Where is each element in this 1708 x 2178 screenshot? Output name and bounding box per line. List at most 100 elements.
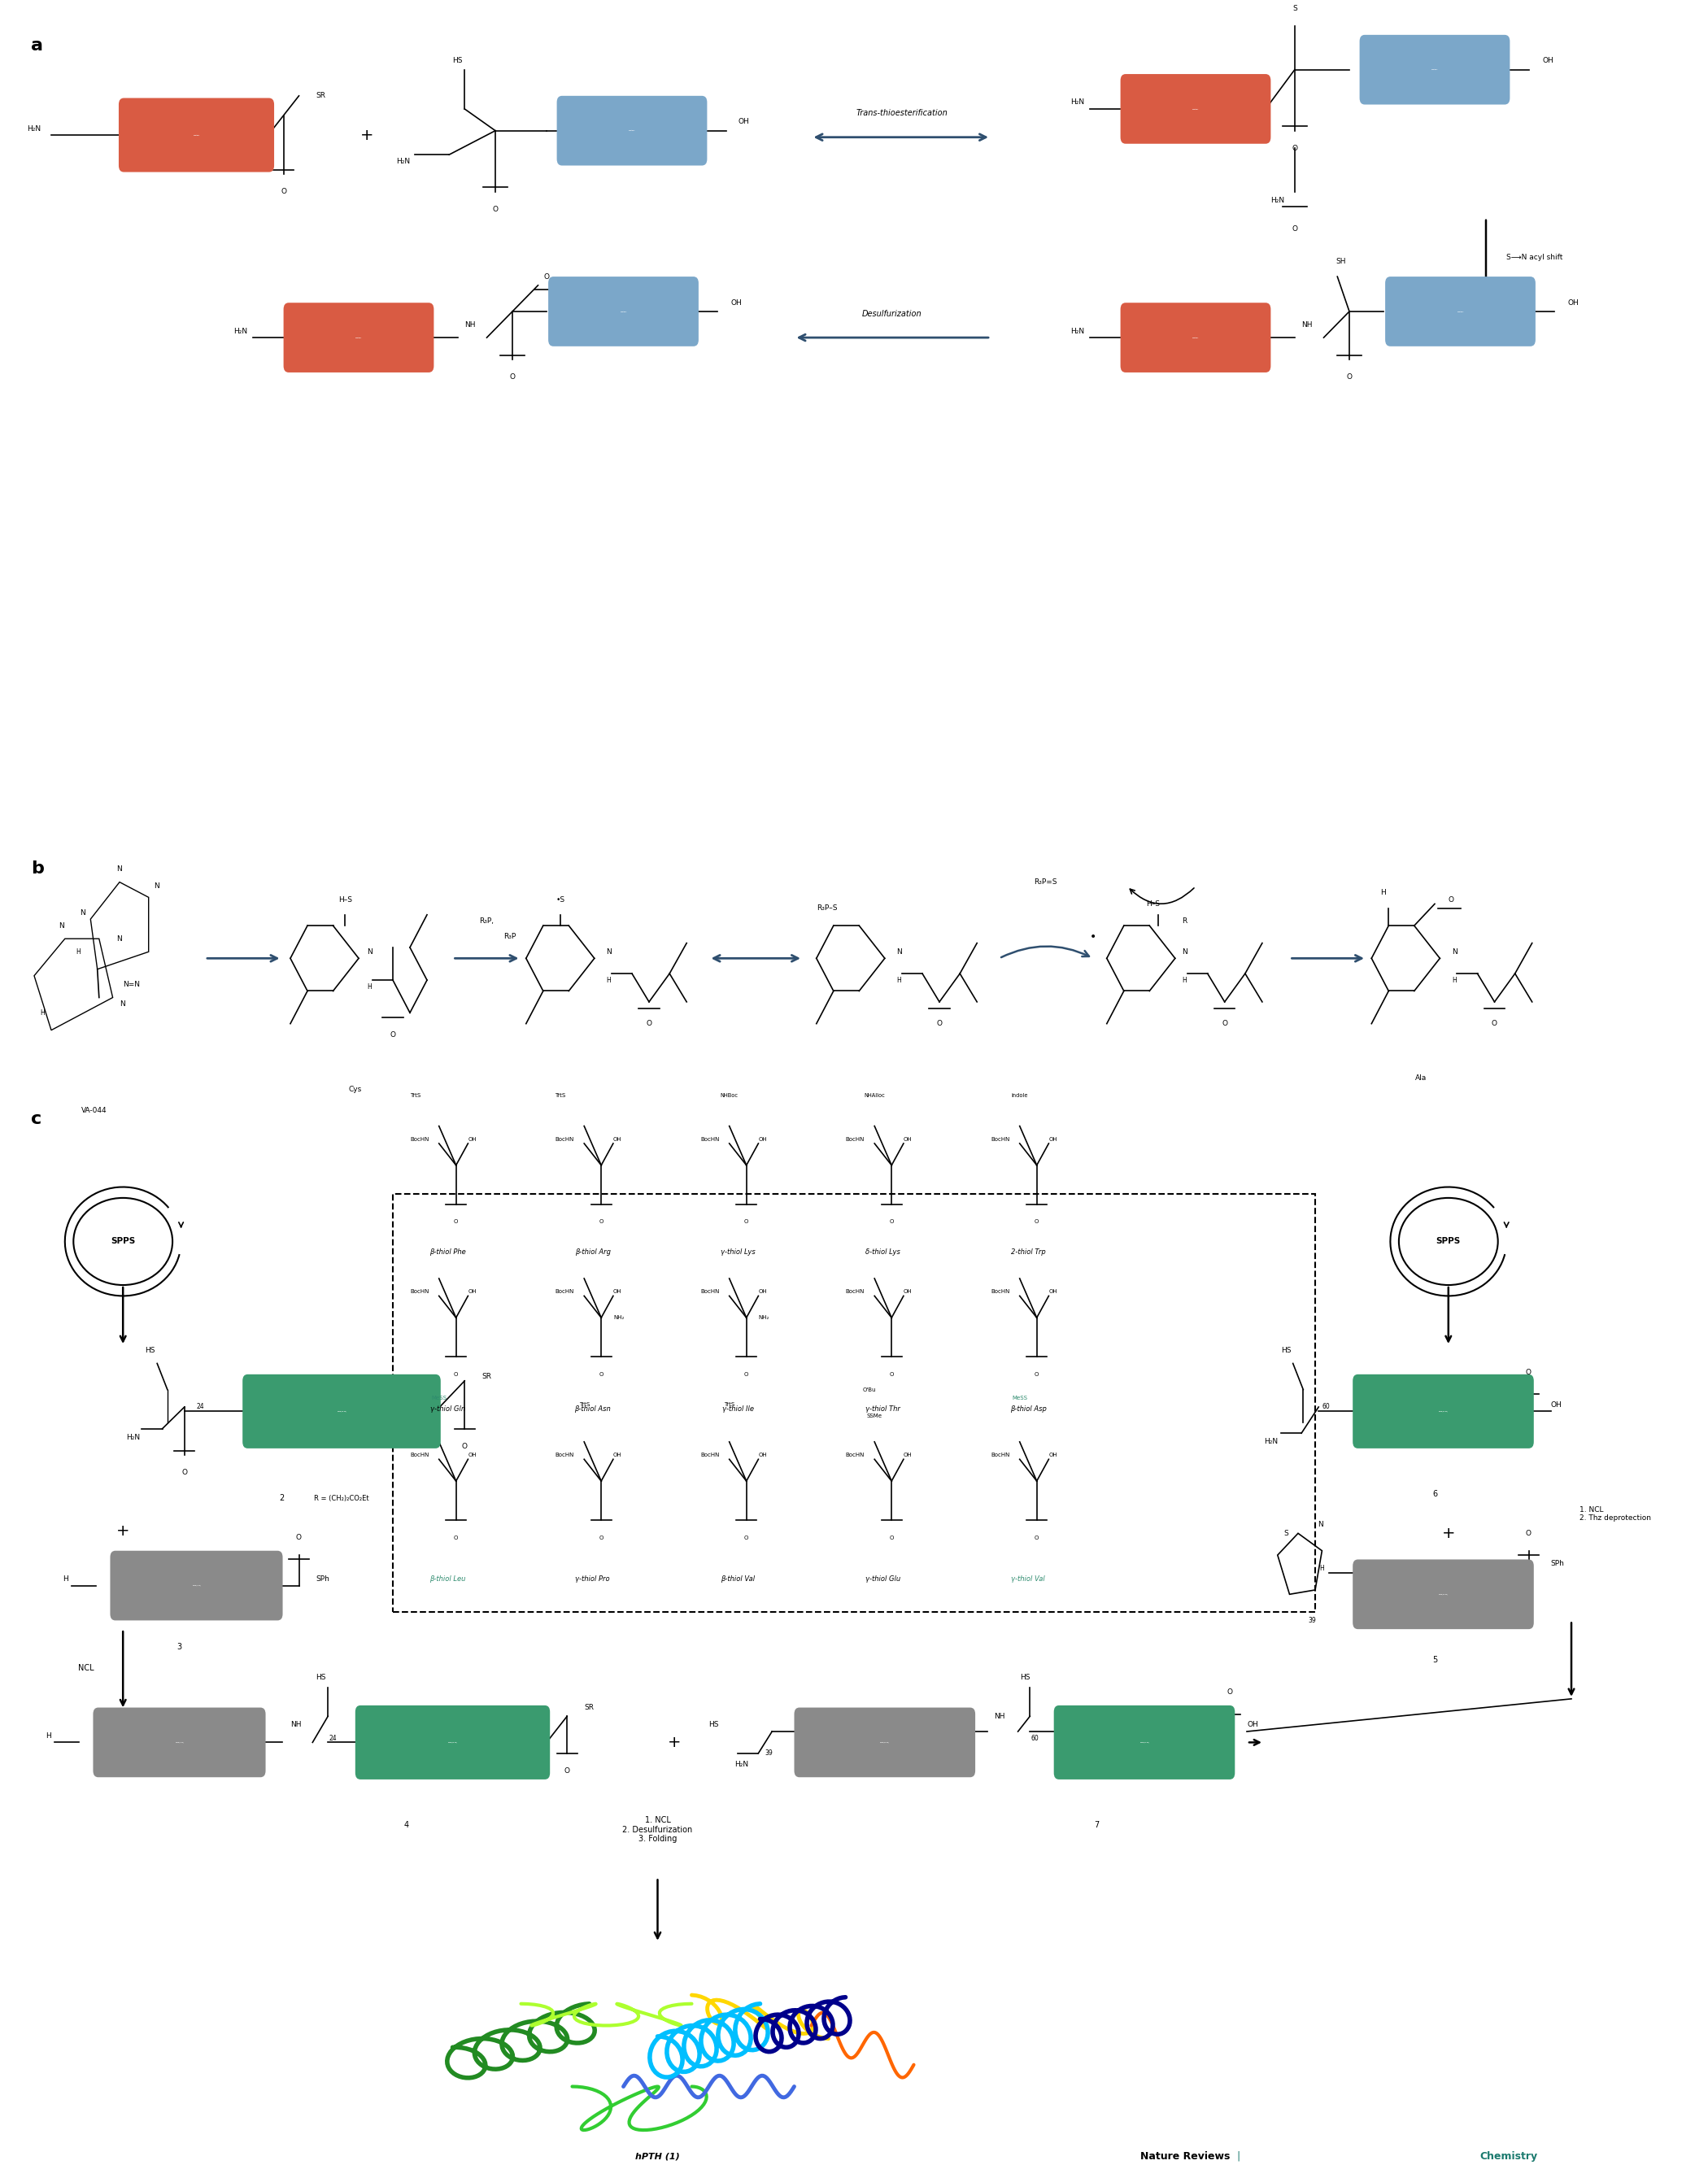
FancyBboxPatch shape <box>1385 277 1535 346</box>
Text: β-thiol Val: β-thiol Val <box>721 1575 755 1583</box>
Text: SPh: SPh <box>1551 1559 1565 1568</box>
Text: γ-thiol Ile: γ-thiol Ile <box>722 1405 753 1414</box>
FancyBboxPatch shape <box>1353 1374 1534 1448</box>
Text: O: O <box>646 1019 652 1028</box>
Text: H: H <box>897 976 902 984</box>
Text: O: O <box>492 205 499 213</box>
Text: OH: OH <box>613 1453 622 1457</box>
Text: 60: 60 <box>1032 1734 1038 1742</box>
FancyBboxPatch shape <box>92 1708 266 1777</box>
Text: 24: 24 <box>330 1734 336 1742</box>
Text: H: H <box>1380 889 1387 897</box>
Text: δ-thiol Lys: δ-thiol Lys <box>866 1248 900 1257</box>
Text: BocHN: BocHN <box>555 1289 574 1294</box>
Text: •S: •S <box>555 895 565 904</box>
Text: HS: HS <box>709 1721 719 1729</box>
Text: γ-thiol Val: γ-thiol Val <box>1011 1575 1045 1583</box>
Text: O: O <box>454 1220 458 1224</box>
Text: R₃P=S: R₃P=S <box>1033 878 1057 886</box>
Text: O: O <box>600 1372 603 1376</box>
Text: +: + <box>116 1522 130 1540</box>
Text: S⟶N acyl shift: S⟶N acyl shift <box>1506 253 1563 261</box>
Text: BocHN: BocHN <box>700 1289 719 1294</box>
Text: γ-thiol Lys: γ-thiol Lys <box>721 1248 755 1257</box>
Text: H–S: H–S <box>338 895 352 904</box>
Text: OH: OH <box>1247 1721 1259 1729</box>
Text: TrtS: TrtS <box>579 1403 589 1407</box>
Text: BocHN: BocHN <box>845 1453 864 1457</box>
Text: BocHN: BocHN <box>700 1137 719 1141</box>
Text: O: O <box>454 1372 458 1376</box>
Text: O: O <box>936 1019 943 1028</box>
FancyBboxPatch shape <box>1120 74 1271 144</box>
Text: c: c <box>31 1111 41 1126</box>
Text: |: | <box>1237 2152 1240 2161</box>
Text: O: O <box>890 1372 893 1376</box>
Text: OH: OH <box>904 1453 912 1457</box>
Text: N: N <box>1317 1520 1324 1529</box>
Text: O: O <box>1525 1368 1532 1376</box>
Text: NH₂: NH₂ <box>758 1316 769 1320</box>
Text: BocHN: BocHN <box>700 1453 719 1457</box>
Text: 7: 7 <box>1095 1821 1098 1830</box>
Text: N: N <box>606 947 611 956</box>
FancyBboxPatch shape <box>284 303 434 372</box>
FancyBboxPatch shape <box>120 98 275 172</box>
Text: N: N <box>1182 947 1187 956</box>
Text: NH: NH <box>1301 320 1312 329</box>
Text: OH: OH <box>468 1453 477 1457</box>
Text: N: N <box>154 882 159 891</box>
Text: BocHN: BocHN <box>410 1453 429 1457</box>
Text: NH: NH <box>994 1712 1004 1721</box>
Text: H: H <box>1452 976 1457 984</box>
Text: b: b <box>31 860 44 876</box>
Text: H: H <box>75 947 80 956</box>
FancyBboxPatch shape <box>1120 303 1271 372</box>
Text: H₂N: H₂N <box>1071 327 1085 335</box>
Text: O: O <box>1221 1019 1228 1028</box>
Text: Ala: Ala <box>1416 1074 1426 1082</box>
Text: 24: 24 <box>196 1403 205 1411</box>
Text: BocHN: BocHN <box>845 1289 864 1294</box>
Text: O: O <box>745 1535 748 1540</box>
Text: Nature Reviews: Nature Reviews <box>1139 2152 1230 2161</box>
Text: 60: 60 <box>1322 1403 1331 1411</box>
Text: +: + <box>668 1734 681 1751</box>
Text: γ-thiol Thr: γ-thiol Thr <box>866 1405 900 1414</box>
Text: H: H <box>1182 976 1187 984</box>
Text: O: O <box>1291 224 1298 233</box>
Text: HS: HS <box>1281 1346 1291 1355</box>
Text: HS: HS <box>316 1673 326 1681</box>
Text: BocHN: BocHN <box>555 1137 574 1141</box>
Text: +: + <box>1442 1525 1455 1542</box>
Text: O: O <box>1035 1372 1038 1376</box>
FancyBboxPatch shape <box>794 1708 975 1777</box>
Text: 5: 5 <box>1433 1655 1436 1664</box>
Text: H: H <box>1320 1564 1324 1573</box>
FancyBboxPatch shape <box>355 1705 550 1779</box>
Text: O: O <box>1035 1220 1038 1224</box>
Text: TrtS: TrtS <box>724 1403 734 1407</box>
Text: O: O <box>1291 144 1298 152</box>
Text: H₂N: H₂N <box>27 124 41 133</box>
Text: O: O <box>509 372 516 381</box>
Text: S: S <box>1284 1529 1288 1538</box>
Text: O: O <box>564 1766 570 1775</box>
Text: β-thiol Asp: β-thiol Asp <box>1009 1405 1047 1414</box>
Text: OH: OH <box>1551 1400 1563 1409</box>
Text: hPTH (1): hPTH (1) <box>635 2152 680 2161</box>
FancyBboxPatch shape <box>243 1374 441 1448</box>
Text: SR: SR <box>584 1703 594 1712</box>
Text: γ-thiol Pro: γ-thiol Pro <box>576 1575 610 1583</box>
Text: MeSS: MeSS <box>430 1396 447 1400</box>
FancyBboxPatch shape <box>1054 1705 1235 1779</box>
Text: H: H <box>39 1008 44 1017</box>
Text: Trans-thioesterification: Trans-thioesterification <box>856 109 948 118</box>
Text: O: O <box>1226 1688 1233 1697</box>
Text: N: N <box>116 865 123 873</box>
Text: H₂N: H₂N <box>396 157 410 166</box>
Text: BocHN: BocHN <box>845 1137 864 1141</box>
Text: MeSS: MeSS <box>1011 1396 1028 1400</box>
Text: SR: SR <box>316 91 326 100</box>
Text: OH: OH <box>904 1137 912 1141</box>
